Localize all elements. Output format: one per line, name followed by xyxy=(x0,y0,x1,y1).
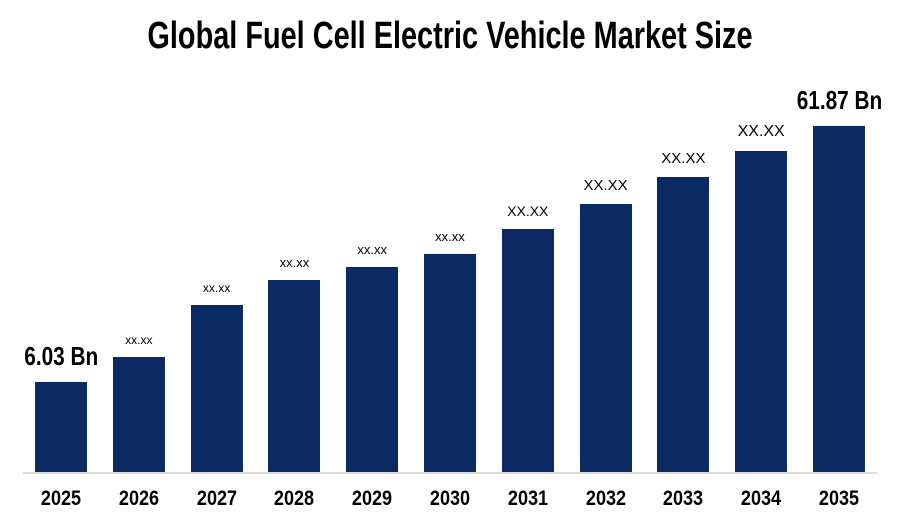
x-axis-label-2025: 2025 xyxy=(40,487,82,510)
bar-column-2029: xx.xx xyxy=(346,242,399,472)
x-axis-label-2026: 2026 xyxy=(118,487,159,510)
bar-column-2028: xx.xx xyxy=(268,255,321,472)
x-axis-label-2033: 2033 xyxy=(663,487,704,510)
bar-2027 xyxy=(190,305,243,472)
bar-column-2034: XX.XX xyxy=(735,123,788,472)
bar-value-label-2031: XX.XX xyxy=(507,203,549,219)
bar-column-2027: xx.xx xyxy=(190,281,243,472)
bar-column-2035: 61.87 Bn xyxy=(796,87,882,472)
bar-value-label-2028: xx.xx xyxy=(279,255,310,270)
bar-2035 xyxy=(812,126,865,472)
bar-column-2032: XX.XX xyxy=(579,177,632,472)
x-axis-label-2030: 2030 xyxy=(429,487,471,510)
bar-value-label-2029: xx.xx xyxy=(357,242,387,257)
bar-value-label-2034: XX.XX xyxy=(737,123,785,140)
bar-column-2031: XX.XX xyxy=(501,203,554,472)
bar-value-label-2030: xx.xx xyxy=(435,229,465,244)
bar-column-2025: 6.03 Bn xyxy=(24,343,98,472)
bar-2030 xyxy=(423,254,476,472)
bar-value-label-2026: xx.xx xyxy=(125,333,153,347)
x-axis-line xyxy=(23,472,877,474)
x-axis-labels: 2025 2026 2027 2028 2029 2030 2031 2032 2033 2034… xyxy=(35,487,865,510)
bar-column-2030: xx.xx xyxy=(423,229,476,472)
bar-2028 xyxy=(268,280,321,472)
bar-value-label-2025: 6.03 Bn xyxy=(24,341,98,371)
x-axis-label-2028: 2028 xyxy=(274,487,315,510)
bar-2029 xyxy=(346,267,399,472)
bar-column-2033: XX.XX xyxy=(657,150,710,472)
x-axis-label-2027: 2027 xyxy=(196,487,237,510)
bar-2031 xyxy=(501,229,554,472)
bar-value-label-2033: XX.XX xyxy=(661,150,706,167)
bar-column-2026: xx.xx xyxy=(112,333,165,472)
bar-value-label-2032: XX.XX xyxy=(583,177,628,194)
bar-value-label-2035: 61.87 Bn xyxy=(796,85,882,115)
x-axis-label-2034: 2034 xyxy=(741,487,782,510)
bar-2025 xyxy=(35,382,87,472)
x-axis-label-2029: 2029 xyxy=(352,487,393,510)
bar-2026 xyxy=(112,357,165,472)
bars-container: 6.03 Bn xx.xx xx.xx xx.xx xx.xx xx.xx XX.XX XX.… xyxy=(24,87,882,472)
bar-value-label-2027: xx.xx xyxy=(202,281,231,295)
bar-2034 xyxy=(735,151,788,472)
bar-2033 xyxy=(657,177,710,472)
chart-title: Global Fuel Cell Electric Vehicle Market… xyxy=(147,15,753,57)
bar-2032 xyxy=(579,204,632,472)
x-axis-label-2035: 2035 xyxy=(818,487,860,510)
x-axis-label-2032: 2032 xyxy=(585,487,626,510)
x-axis-label-2031: 2031 xyxy=(507,487,548,510)
